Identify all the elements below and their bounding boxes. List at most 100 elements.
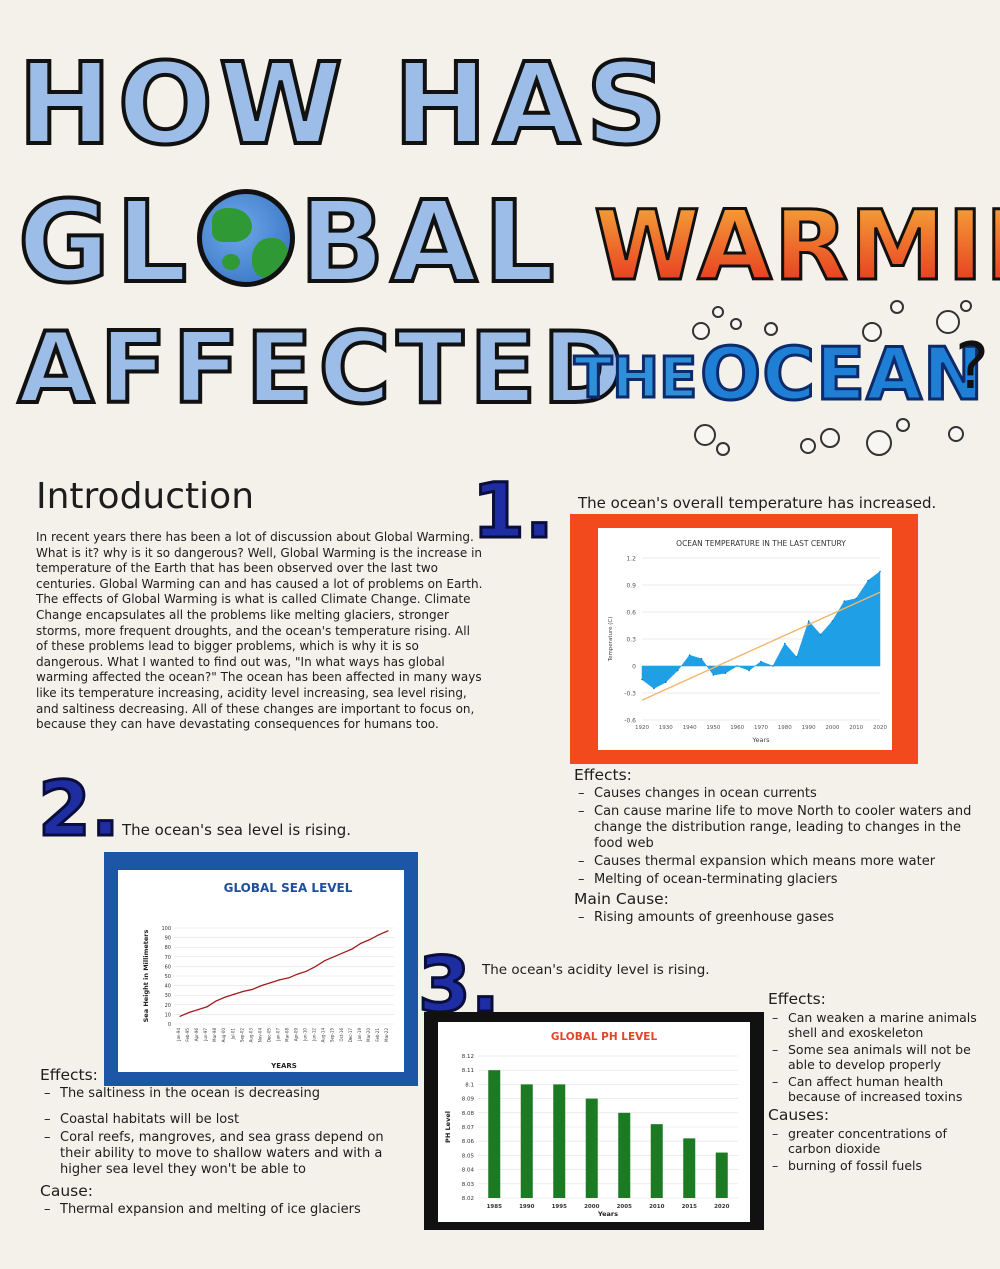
sea-level-point xyxy=(206,1006,208,1008)
temperature-point xyxy=(795,656,798,658)
temperature-point xyxy=(831,620,834,622)
title-ocean: OCEAN xyxy=(698,331,985,418)
x-axis-label: Years xyxy=(751,736,770,744)
temperature-point xyxy=(712,674,715,676)
ph-level-chart-frame: GLOBAL PH LEVEL 8.02 8.03 8.04 8.05 8.06 8.07 8… xyxy=(424,1012,764,1230)
y-tick-label: -0.3 xyxy=(624,691,636,698)
temperature-point xyxy=(843,600,846,602)
x-tick-label: 2020 xyxy=(714,1204,729,1210)
x-tick-label: 1980 xyxy=(778,725,792,731)
y-tick-label: 8.04 xyxy=(462,1168,475,1174)
section-number-2: 2. xyxy=(37,763,122,855)
y-tick-label: 100 xyxy=(161,926,171,932)
ocean-temperature-chart: OCEAN TEMPERATURE IN THE LAST CENTURY -0.… xyxy=(598,528,892,750)
bubble-icon xyxy=(936,310,960,334)
temperature-point xyxy=(772,665,774,667)
sea-level-point xyxy=(324,960,326,962)
sea-level-point xyxy=(342,952,344,954)
y-tick-label: 8.11 xyxy=(462,1068,474,1074)
ph-bar xyxy=(520,1084,533,1198)
chart-title: OCEAN TEMPERATURE IN THE LAST CENTURY xyxy=(676,539,846,548)
ph-level-chart: GLOBAL PH LEVEL 8.02 8.03 8.04 8.05 8.06 8.07 8… xyxy=(438,1022,750,1222)
bubble-icon xyxy=(712,306,724,318)
x-tick-label: Jan-07 xyxy=(275,1028,280,1042)
temperature-point xyxy=(867,579,869,582)
bubble-icon xyxy=(862,322,882,342)
section3-effects-list: Can weaken a marine animals shell and ex… xyxy=(768,1010,988,1104)
sea-level-point xyxy=(179,1015,181,1017)
x-tick-label: 1990 xyxy=(802,725,816,731)
intro-body: In recent years there has been a lot of … xyxy=(36,530,483,732)
y-axis-label: PH Level xyxy=(444,1111,452,1143)
sea-level-point xyxy=(369,938,371,941)
x-tick-label: Dec-05 xyxy=(266,1028,271,1043)
x-tick-label: Aug-14 xyxy=(321,1028,326,1043)
bubble-icon xyxy=(866,430,892,456)
x-tick-label: 1950 xyxy=(706,725,720,731)
y-axis-label: Sea Height in Millimeters xyxy=(142,930,150,1023)
list-item: Causes changes in ocean currents xyxy=(574,786,984,802)
section3-cause-list: greater concentrations of carbon dioxide… xyxy=(768,1126,988,1173)
y-tick-label: 30 xyxy=(165,993,171,999)
ph-level-chart-svg: GLOBAL PH LEVEL 8.02 8.03 8.04 8.05 8.06 8.07 8… xyxy=(444,1031,738,1218)
x-tick-label: 1960 xyxy=(730,725,744,731)
ph-bar xyxy=(715,1152,728,1198)
x-axis-label: YEARS xyxy=(270,1062,297,1070)
y-tick-label: 8.12 xyxy=(462,1054,474,1060)
y-axis-label: Temperature (C) xyxy=(608,617,614,663)
ph-bar xyxy=(683,1138,696,1198)
sea-level-point xyxy=(188,1011,190,1014)
sea-level-point xyxy=(251,988,253,991)
sea-level-point xyxy=(242,990,244,992)
temperature-point xyxy=(736,665,738,667)
title-global-suffix: BAL xyxy=(297,176,561,310)
sea-level-chart-svg: GLOBAL SEA LEVEL 0 10 20 30 40 50 60 70 80 90 100 Ja… xyxy=(142,881,394,1070)
y-tick-label: 80 xyxy=(165,945,171,951)
temperature-point xyxy=(784,642,786,645)
section1-caption: The ocean's overall temperature has incr… xyxy=(578,494,937,512)
bubble-icon xyxy=(800,438,816,454)
x-tick-label: 2000 xyxy=(825,725,839,731)
x-tick-label: 2010 xyxy=(849,725,863,731)
x-tick-label: Jun-97 xyxy=(203,1028,208,1042)
x-tick-label: 2020 xyxy=(873,725,887,731)
temperature-point xyxy=(688,654,691,656)
x-tick-label: 1930 xyxy=(659,725,673,731)
y-tick-label: 10 xyxy=(165,1012,171,1018)
section2-cause-label: Cause: xyxy=(40,1182,93,1200)
list-item: Rising amounts of greenhouse gases xyxy=(574,910,984,926)
y-tick-label: 0.3 xyxy=(626,637,636,644)
sea-level-point xyxy=(278,979,281,981)
bubble-icon xyxy=(820,428,840,448)
sea-level-point xyxy=(387,930,389,932)
temperature-point xyxy=(760,660,762,663)
sea-level-point xyxy=(287,977,290,979)
x-tick-label: Sep-15 xyxy=(330,1028,335,1043)
list-item: Thermal expansion and melting of ice gla… xyxy=(40,1202,400,1218)
y-tick-label: 0.9 xyxy=(626,583,636,590)
ph-bar xyxy=(553,1084,566,1198)
title-line-how-has: HOW HAS xyxy=(16,38,673,172)
x-tick-label: 2005 xyxy=(617,1204,632,1210)
title-question-mark: ? xyxy=(955,330,989,404)
y-tick-label: 0.6 xyxy=(626,610,636,617)
bubble-icon xyxy=(960,300,972,312)
ocean-temperature-chart-svg: OCEAN TEMPERATURE IN THE LAST CENTURY -0.… xyxy=(608,539,887,744)
x-tick-label: Aug-03 xyxy=(248,1028,253,1043)
sea-level-point xyxy=(233,993,235,995)
x-tick-label: Oct-16 xyxy=(339,1028,344,1042)
x-tick-label: 1990 xyxy=(519,1204,534,1210)
y-tick-label: 40 xyxy=(165,984,171,990)
x-tick-label: 1920 xyxy=(635,725,649,731)
section1-effects-list: Causes changes in ocean currents Can cau… xyxy=(574,786,984,888)
list-item: greater concentrations of carbon dioxide xyxy=(768,1126,988,1156)
x-tick-label: Dec-17 xyxy=(348,1028,353,1043)
section3-notes: Effects: Can weaken a marine animals she… xyxy=(768,990,988,1175)
x-tick-label: 1985 xyxy=(487,1204,502,1210)
section1-cause-label: Main Cause: xyxy=(574,890,669,908)
section1-cause-list: Rising amounts of greenhouse gases xyxy=(574,910,984,926)
ph-bar xyxy=(618,1112,631,1198)
section1-notes: Effects: Causes changes in ocean current… xyxy=(574,766,984,928)
sea-level-line xyxy=(179,930,389,1017)
